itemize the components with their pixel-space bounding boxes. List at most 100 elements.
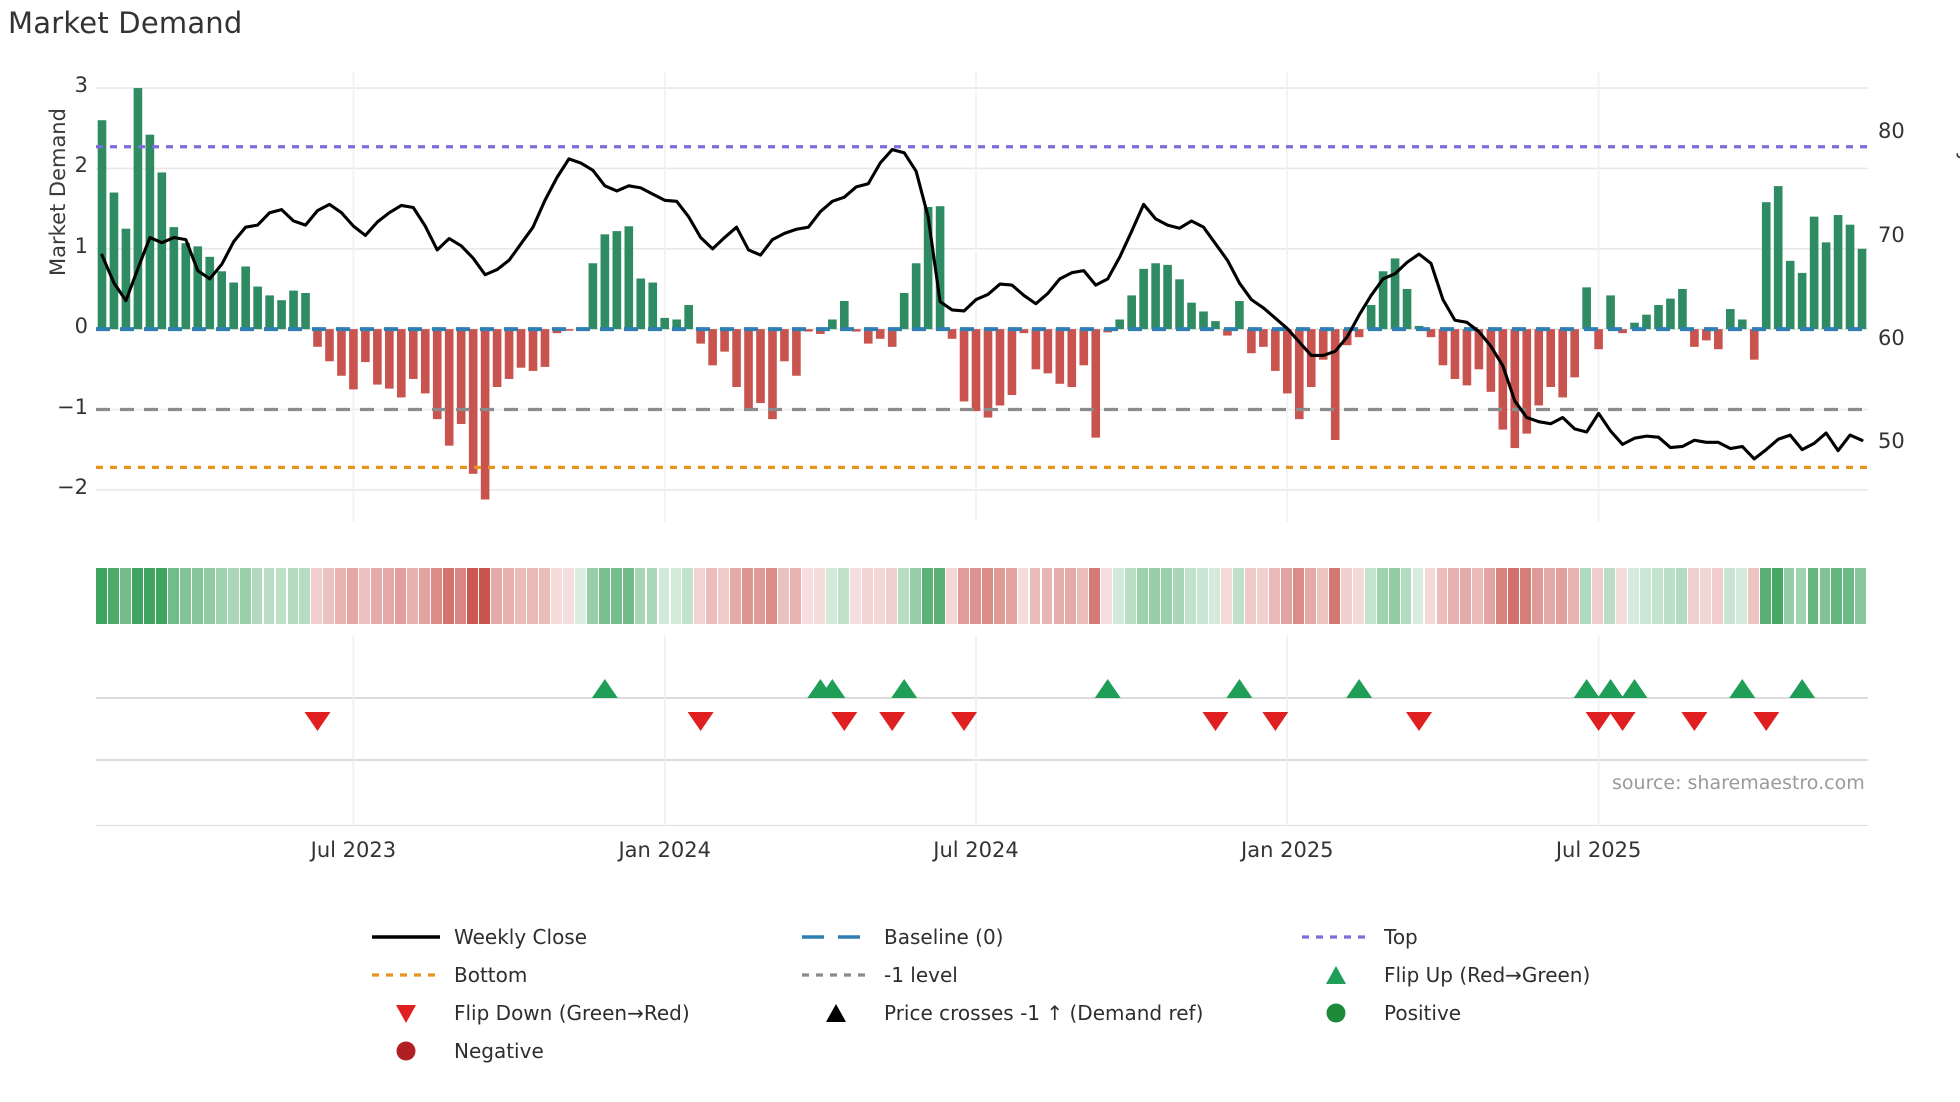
heat-cell [1316,568,1328,624]
heat-cell [502,568,514,624]
flip-down-marker [1681,712,1708,731]
legend-label: Negative [454,1039,544,1063]
heat-cell [347,568,359,624]
heat-cell [1819,568,1831,624]
x-tick-label: Jan 2024 [618,838,711,862]
heat-cell [1735,568,1747,624]
flip-down-marker [1262,712,1289,731]
heat-cell [790,568,802,624]
legend-item[interactable]: Flip Down (Green→Red) [368,1001,798,1025]
heat-cell [1496,568,1508,624]
legend-label: Bottom [454,963,528,987]
heat-cell [514,568,526,624]
heat-cell [131,568,143,624]
heat-cell [251,568,263,624]
flip-up-marker [1346,679,1373,698]
marker-svg [96,636,1868,826]
legend-item[interactable]: Flip Up (Red→Green) [1298,963,1728,987]
heat-cell [1197,568,1208,624]
heat-cell [383,568,395,624]
legend-item[interactable]: Top [1298,925,1728,949]
x-tick-label: Jan 2025 [1241,838,1334,862]
heat-cell [1209,568,1220,624]
heat-cell [1065,568,1077,624]
heat-cell [945,568,957,624]
heat-cell [1639,568,1651,624]
heat-cell [1376,568,1388,624]
heat-cell [622,568,634,624]
demand-heat-strip [96,568,1868,624]
heat-cell [957,568,969,624]
source-watermark: source: sharemaestro.com [1612,772,1865,794]
heat-cell [1352,568,1364,624]
heat-cell [155,568,167,624]
legend-item[interactable]: Negative [368,1039,798,1063]
heat-cell [1221,568,1232,624]
heat-cell [694,568,706,624]
heat-cell [598,568,610,624]
y-tick-left: 0 [74,314,88,339]
heat-cell [766,568,778,624]
heat-cell [1328,568,1340,624]
legend-item[interactable]: Baseline (0) [798,925,1298,949]
heat-cell [754,568,766,624]
y-tick-right: 50 [1878,429,1905,454]
heat-cell [1592,568,1603,624]
heat-cell [1747,568,1759,624]
triangle-up-green-icon [1326,966,1346,984]
legend-item[interactable]: Price crosses -1 ↑ (Demand ref) [798,1001,1298,1025]
heat-cell [550,568,562,624]
dotted-line-purple-icon [1302,935,1370,939]
triangle-down-red-icon [396,1005,416,1023]
heat-cell [826,568,837,624]
heat-cell [1161,568,1173,624]
heat-cell [239,568,251,624]
heat-cell [646,568,658,624]
page-title: Market Demand [8,6,243,40]
heat-cell [610,568,622,624]
y-axis-right-label: Weekly Close Price [1956,88,1960,286]
heat-cell [1711,568,1723,624]
flip-up-marker [1573,679,1600,698]
legend-item[interactable]: Positive [1298,1001,1728,1025]
flip-down-marker [1202,712,1229,731]
heat-cell [1783,568,1795,624]
legend-label: Weekly Close [454,925,588,949]
heat-cell [921,568,933,624]
heat-cell [1388,568,1400,624]
legend-item[interactable]: Bottom [368,963,798,987]
dashed-line-blue-icon [802,935,870,939]
heat-cell [167,568,179,624]
heat-cell [1424,568,1436,624]
flip-down-marker [304,712,331,731]
heat-cell [1077,568,1089,624]
heat-cell [670,568,682,624]
heat-cell [1699,568,1711,624]
heat-cell [574,568,586,624]
legend-key [1298,926,1374,948]
legend-label: Flip Down (Green→Red) [454,1001,690,1025]
dotted-line-orange-icon [372,973,440,977]
heat-cell [742,568,754,624]
flip-down-marker [1585,712,1612,731]
heat-cell [371,568,383,624]
solid-line-black-icon [372,935,440,939]
legend-label: Baseline (0) [884,925,1004,949]
heat-cell [1771,568,1783,624]
heat-cell [1663,568,1675,624]
flip-marker-panel [96,636,1868,826]
heat-cell [359,568,371,624]
heat-cell [1807,568,1819,624]
heat-cell [1292,568,1304,624]
heat-cell [443,568,454,624]
legend-item[interactable]: -1 level [798,963,1298,987]
legend-key [1298,964,1374,986]
x-axis: Jul 2023 Jan 2024 Jul 2024 Jan 2025 Jul 2025 [96,826,1868,866]
heat-cell [850,568,861,624]
heat-cell [227,568,239,624]
heat-cell [981,568,993,624]
y-tick-right: 60 [1878,325,1905,350]
legend-item[interactable]: Weekly Close [368,925,798,949]
y-tick-right: 70 [1878,222,1905,247]
heat-cell [993,568,1005,624]
